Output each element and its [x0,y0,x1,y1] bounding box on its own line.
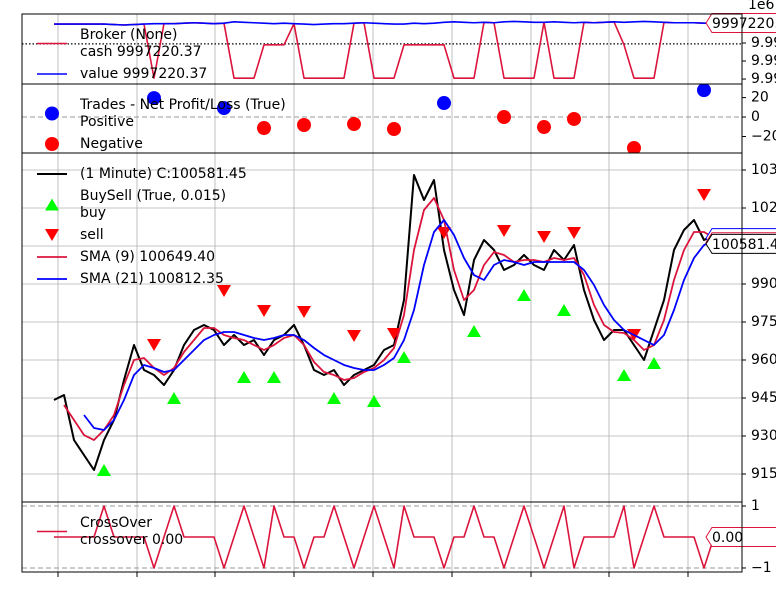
signal-marker [147,339,161,351]
y-tick-label: 99000 [751,276,776,292]
signal-marker [97,464,111,476]
plot-area [22,153,742,502]
legend-icon [45,229,59,241]
signal-marker [497,225,511,237]
trade-point [567,111,581,126]
panel: 9150093000945009600097500990001005001020… [21,152,776,503]
legend-label: Trades - Net Profit/Loss (True) [79,97,286,113]
legend-label: SMA (9) 100649.40 [80,249,215,265]
y-tick-label: 91500 [751,466,776,482]
axis-offset-label: 1e6 [748,0,775,13]
signal-marker [617,369,631,381]
y-tick-label: 94500 [751,390,776,406]
y-tick-label: 103500 [751,162,776,178]
signal-marker [237,371,251,383]
legend-label: Negative [80,136,143,152]
trade-point [347,117,361,132]
legend-label: Positive [80,114,134,130]
legend-label: value 9997220.37 [80,66,207,82]
legend-label: cash 9997220.37 [80,44,202,60]
legend-icon [45,137,59,151]
series-line [63,197,725,441]
legend-label: SMA (21) 100812.35 [80,271,224,287]
panel-frame [21,501,743,573]
signal-marker [647,357,661,369]
legend: Broker (None)cash 9997220.37 value 999722… [37,27,207,82]
panel: 20 0 −20 Trades - Net Profit/Loss (True)Pos… [21,83,776,154]
legend-label: buy [80,205,106,221]
y-tick-label: 102000 [751,200,776,216]
y-tick-label: −20 [751,128,776,144]
legend-icon [45,106,59,121]
last-value-tag [705,233,776,254]
series-line [54,20,725,26]
signal-marker [537,231,551,243]
series-line [53,173,725,471]
plot-area [22,502,742,572]
legend-icon [45,198,59,211]
signal-marker [557,304,571,316]
y-tick-label: 9.991 [751,71,776,87]
trade-point [217,101,231,116]
y-tick-label: 97500 [751,314,776,330]
series-line [54,505,724,569]
trade-point [537,120,551,135]
legend-label: CrossOver [80,515,152,531]
signal-marker [347,330,361,342]
legend: (1 Minute) C:100581.45 BuySell (True, 0.0… [37,166,247,287]
last-value-label: 0.00 [712,530,743,546]
signal-marker [257,305,271,317]
trade-point [387,121,401,136]
panel: 9.995 9.993 9.991 1e6 9997220.37 Broker (None… [21,0,776,87]
trade-point [697,84,711,98]
y-tick-label: 93000 [751,428,776,444]
trade-point [257,121,271,136]
y-tick-label: 9.995 [751,35,776,51]
signal-marker [217,285,231,297]
signal-marker [167,392,181,404]
trade-point [437,96,451,111]
last-value-label: 100581.45 [712,237,776,253]
signal-marker [267,371,281,383]
y-tick-label: −1 [751,560,772,576]
legend-label: BuySell (True, 0.015) [80,188,226,204]
trade-point [627,140,641,153]
y-tick-label: 96000 [751,352,776,368]
signal-marker [367,395,381,407]
y-tick-label: 9.993 [751,53,776,69]
signal-marker [467,325,481,337]
last-value-tag [705,13,776,34]
legend: Trades - Net Profit/Loss (True)Positive N… [45,97,286,152]
legend-label: crossover 0.00 [80,532,183,548]
legend-label: (1 Minute) C:100581.45 [80,166,247,182]
trade-point [147,91,161,106]
plot-area [22,84,742,153]
signal-marker [387,328,401,340]
last-value-tag [705,527,776,547]
panel-frame [21,152,743,503]
signal-marker [567,227,581,239]
trade-point [297,118,311,133]
legend-label: Broker (None) [80,27,178,43]
y-tick-label: 0 [751,109,760,125]
signal-marker [697,189,711,201]
signal-marker [397,351,411,363]
signal-marker [437,227,451,239]
signal-marker [327,392,341,404]
y-tick-label: 1 [751,498,760,514]
plot-area [22,14,742,84]
last-value-label: 9997220.37 [712,16,776,32]
legend-label: sell [80,227,104,243]
signal-marker [517,289,531,301]
y-tick-label: 20 [751,90,769,106]
series-line [83,219,725,431]
trade-point [497,110,511,125]
signal-marker [297,306,311,318]
